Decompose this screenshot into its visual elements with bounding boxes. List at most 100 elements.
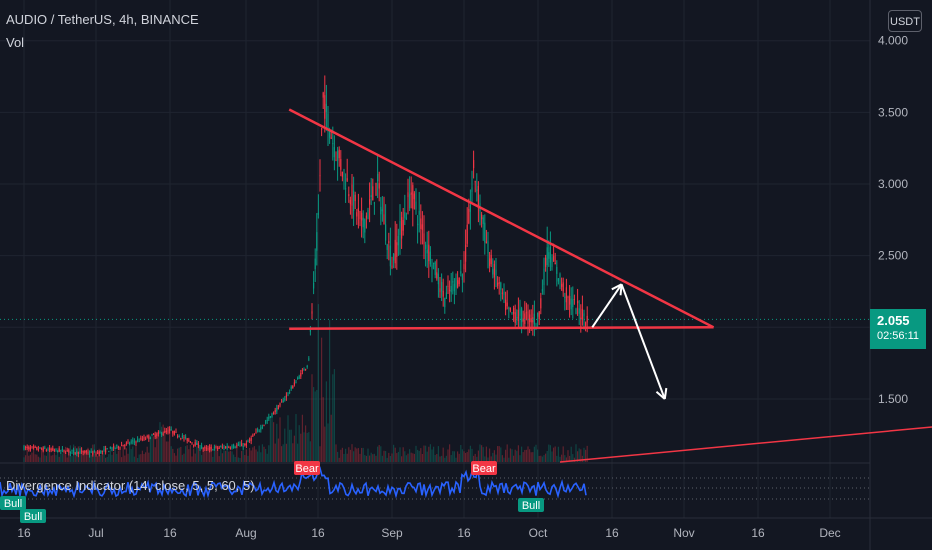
candle-body	[492, 268, 494, 275]
volume-bar	[191, 456, 193, 462]
volume-bar	[103, 446, 105, 462]
chart-title: AUDIO / TetherUS, 4h, BINANCE	[6, 12, 199, 27]
candle-body	[47, 449, 49, 451]
volume-bar	[25, 455, 27, 462]
candle-body	[106, 448, 108, 450]
volume-bar	[493, 450, 495, 462]
volume-bar	[330, 414, 332, 462]
volume-bar	[311, 374, 313, 462]
candle-body	[71, 449, 73, 451]
volume-bar	[407, 453, 409, 462]
volume-bar	[453, 451, 455, 462]
signal-label: Bear	[295, 463, 319, 475]
volume-bar	[169, 426, 171, 462]
volume-bar	[244, 455, 246, 462]
volume-bar	[242, 449, 244, 462]
last-price-value: 2.055	[877, 313, 910, 328]
candle-body	[580, 317, 582, 320]
volume-bar	[279, 417, 281, 462]
volume-bar	[343, 453, 345, 462]
candle-body	[189, 441, 191, 443]
candle-body	[567, 296, 569, 298]
candle-body	[87, 451, 89, 454]
candle-body	[287, 392, 289, 394]
volume-bar	[253, 446, 255, 462]
signal-badge	[294, 461, 320, 475]
volume-bar	[529, 449, 531, 462]
volume-bar	[553, 447, 555, 462]
volume-bar	[36, 454, 38, 462]
volume-bar	[37, 456, 39, 462]
signal-badge	[518, 498, 544, 512]
candle-body	[338, 149, 340, 159]
volume-bar	[554, 446, 556, 462]
candle-body	[45, 449, 47, 451]
candle-body	[239, 444, 241, 446]
candle-body	[290, 386, 292, 389]
candle-body	[388, 241, 390, 243]
candle-body	[228, 447, 230, 449]
candle-body	[220, 446, 222, 448]
volume-bar	[356, 448, 358, 462]
signal-badge	[20, 509, 46, 523]
volume-bar	[413, 453, 415, 462]
signal-badge	[0, 496, 26, 510]
volume-bar	[522, 452, 524, 462]
volume-bar	[201, 455, 203, 462]
volume-bar	[532, 452, 534, 462]
volume-bar	[351, 444, 353, 462]
volume-bar	[100, 454, 102, 462]
volume-bar	[434, 454, 436, 462]
candle-body	[463, 264, 465, 270]
volume-bar	[241, 451, 243, 462]
bar-countdown: 02:56:11	[877, 330, 920, 342]
volume-bar	[108, 454, 110, 462]
candle-body	[146, 435, 148, 437]
candle-body	[300, 373, 302, 377]
candle-body	[461, 274, 463, 281]
candle-body	[66, 450, 68, 452]
volume-bar	[93, 444, 95, 462]
candle-body	[116, 444, 118, 446]
volume-bar	[218, 456, 220, 462]
candle-body	[335, 159, 337, 161]
candle-body	[145, 438, 147, 440]
volume-bar	[268, 445, 270, 462]
candle-body	[293, 382, 295, 385]
candle-body	[65, 452, 67, 454]
candle-body	[105, 448, 107, 453]
candle-body	[92, 452, 94, 455]
volume-bar	[178, 447, 180, 462]
candle-body	[157, 432, 159, 434]
candle-body	[197, 443, 199, 447]
volume-bar	[221, 453, 223, 462]
candle-body	[316, 232, 318, 251]
volume-bar	[66, 457, 68, 462]
candle-body	[162, 433, 164, 435]
volume-bar	[181, 454, 183, 462]
candle-body	[210, 447, 212, 449]
volume-bar	[465, 453, 467, 462]
volume-bar	[261, 444, 263, 462]
candle-body	[175, 431, 177, 433]
candle-body	[121, 445, 123, 447]
candle-body	[194, 442, 196, 446]
candle-body	[143, 436, 145, 440]
candle-body	[153, 433, 155, 435]
currency-button[interactable]: USDT	[888, 10, 922, 32]
candle-body	[449, 289, 451, 291]
candle-body	[585, 322, 587, 326]
volume-bar	[412, 453, 414, 462]
volume-bar	[489, 448, 491, 462]
volume-bar	[135, 444, 137, 462]
volume-bar	[228, 451, 230, 462]
volume-bar	[284, 428, 286, 462]
candle-body	[25, 446, 27, 448]
volume-bar	[161, 426, 163, 462]
candle-body	[89, 453, 91, 455]
volume-bar	[508, 457, 510, 462]
candle-body	[183, 436, 185, 439]
candle-body	[57, 450, 59, 453]
